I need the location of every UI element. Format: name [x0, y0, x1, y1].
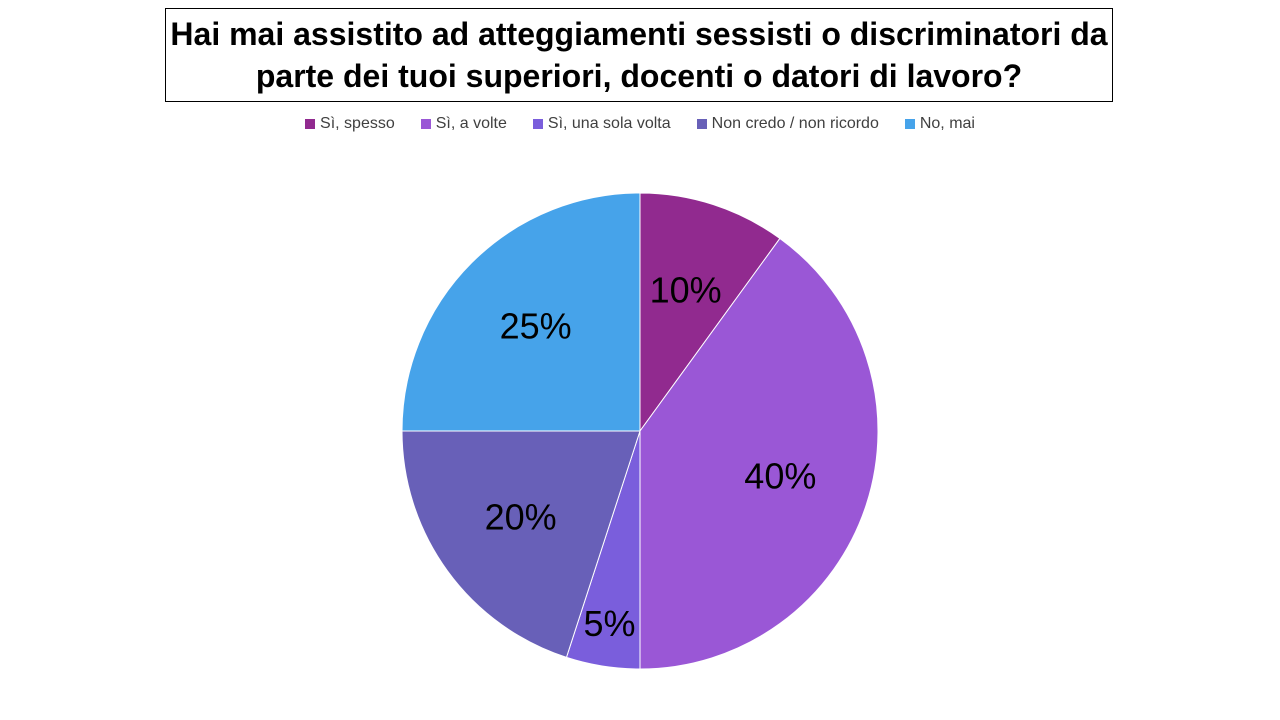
pie-slice-no-mai: [401, 192, 641, 432]
legend-item-no-mai: No, mai: [904, 115, 975, 133]
chart-title: Hai mai assistito ad atteggiamenti sessi…: [170, 16, 1108, 94]
pie-label-si-spesso: 10%: [650, 270, 722, 311]
pie-label-non-credo: 20%: [485, 497, 557, 538]
legend-label: Sì, spesso: [320, 115, 395, 132]
legend-label: Sì, a volte: [435, 115, 507, 132]
legend-swatch: [305, 119, 316, 129]
legend-item-si-una-sola-volta: Sì, una sola volta: [532, 115, 671, 133]
legend-swatch: [696, 119, 707, 129]
pie-label-si-a-volte: 40%: [744, 456, 816, 497]
chart-legend: Sì, spesso Sì, a volte Sì, una sola volt…: [0, 115, 1280, 133]
legend-item-si-a-volte: Sì, a volte: [420, 115, 507, 133]
legend-label: Sì, una sola volta: [547, 115, 671, 132]
legend-item-si-spesso: Sì, spesso: [305, 115, 395, 133]
legend-label: Non credo / non ricordo: [711, 115, 879, 132]
chart-title-box: Hai mai assistito ad atteggiamenti sessi…: [165, 8, 1113, 102]
legend-swatch: [532, 119, 543, 129]
legend-label: No, mai: [919, 115, 975, 132]
legend-swatch: [420, 119, 431, 129]
legend-item-non-credo: Non credo / non ricordo: [696, 115, 879, 133]
legend-swatch: [904, 119, 915, 129]
pie-slice-si-spesso: [639, 192, 781, 433]
pie-label-no-mai: 25%: [500, 306, 572, 347]
pie-label-si-una-sola-volta: 5%: [583, 603, 635, 644]
pie-slice-non-credo: [401, 430, 641, 658]
pie-slice-si-a-volte: [639, 237, 879, 670]
